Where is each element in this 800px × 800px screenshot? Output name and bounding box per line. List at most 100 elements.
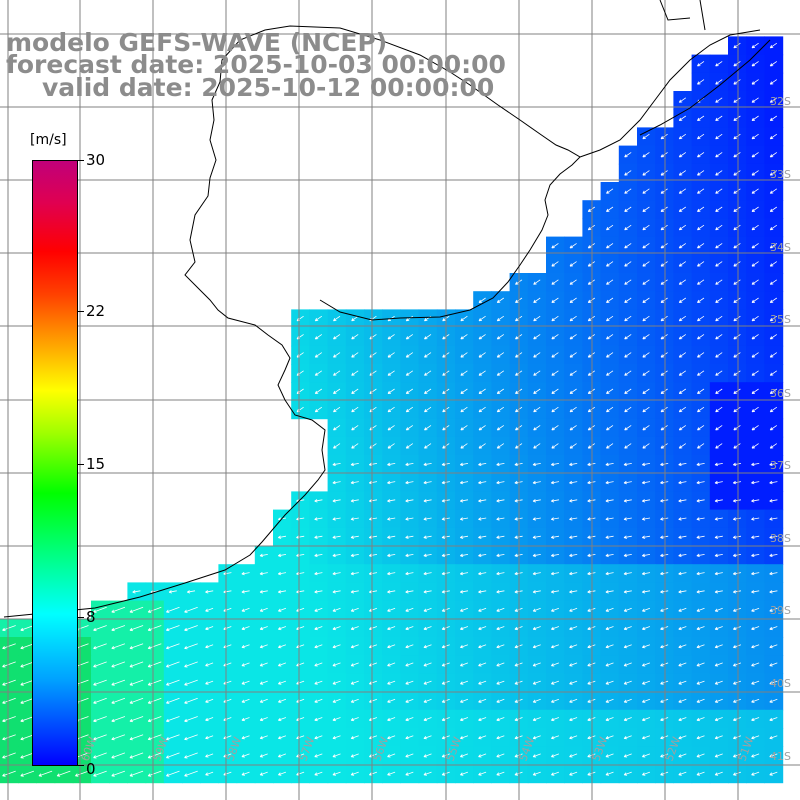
wind-arrow [606, 261, 614, 267]
wind-cell [600, 182, 620, 201]
wind-arrow [696, 480, 705, 485]
wind-arrow [678, 644, 687, 649]
wind-arrow [605, 517, 614, 521]
wind-arrow [350, 753, 359, 758]
wind-arrow [184, 752, 198, 759]
wind-arrow [56, 770, 71, 777]
wind-arrow [624, 388, 632, 394]
wind-arrow [660, 553, 669, 558]
wind-cell [527, 364, 547, 383]
wind-arrow [478, 753, 487, 758]
wind-arrow [350, 517, 359, 521]
wind-arrow [642, 334, 650, 340]
wind-arrow [606, 243, 614, 249]
wind-arrow [715, 425, 723, 431]
wind-arrow [278, 698, 287, 703]
wind-arrow [350, 499, 359, 503]
wind-cell [309, 382, 329, 401]
wind-arrow [769, 188, 778, 194]
wind-arrow [184, 716, 198, 723]
wind-cell [691, 163, 711, 183]
wind-arrow [697, 443, 705, 449]
wind-arrow [569, 662, 578, 667]
wind-arrow [660, 462, 669, 467]
wind-cell [691, 309, 711, 329]
valid-date: valid date: 2025-10-12 00:00:00 [42, 73, 495, 102]
wind-arrow [605, 644, 614, 649]
wind-arrow [678, 115, 687, 121]
wind-cell [709, 91, 729, 110]
wind-cell [637, 218, 656, 238]
wind-arrow [332, 644, 341, 649]
wind-cell [746, 91, 765, 110]
wind-arrow [696, 553, 705, 558]
wind-arrow [697, 224, 705, 231]
wind-arrow [423, 680, 432, 685]
wind-arrow [2, 734, 16, 741]
wind-arrow [751, 370, 759, 376]
wind-arrow [423, 626, 432, 631]
wind-arrow [623, 553, 632, 558]
wind-arrow [696, 753, 705, 758]
wind-cell [309, 309, 329, 329]
wind-arrow [168, 590, 177, 594]
wind-arrow [660, 370, 668, 376]
wind-cell [600, 236, 620, 256]
wind-arrow [405, 443, 414, 449]
wind-arrow [20, 752, 35, 759]
wind-arrow [332, 517, 341, 521]
wind-cell [364, 364, 383, 383]
wind-arrow [733, 698, 742, 703]
wind-arrow [478, 771, 487, 776]
wind-arrow [569, 717, 578, 722]
wind-arrow [496, 406, 505, 413]
wind-arrow [605, 571, 614, 576]
wind-arrow [532, 662, 541, 667]
wind-arrow [733, 662, 742, 667]
wind-arrow [606, 370, 614, 376]
wind-arrow [696, 462, 705, 467]
wind-arrow [660, 224, 668, 231]
wind-arrow [769, 662, 778, 667]
wind-arrow [606, 352, 614, 358]
wind-cell [473, 382, 492, 401]
wind-cell [600, 200, 620, 219]
wind-arrow [459, 462, 469, 467]
wind-arrow [550, 571, 560, 576]
wind-arrow [751, 480, 760, 485]
wind-arrow [350, 553, 359, 558]
wind-cell [600, 218, 620, 238]
wind-arrow [387, 499, 396, 503]
wind-cell [728, 345, 747, 365]
wind-arrow [623, 662, 632, 667]
wind-arrow [660, 388, 668, 394]
wind-cell [546, 309, 565, 329]
wind-arrow [606, 224, 614, 231]
wind-arrow [733, 261, 741, 267]
wind-arrow [715, 206, 723, 212]
wind-arrow [496, 334, 505, 340]
wind-cell [473, 345, 492, 365]
wind-arrow [351, 443, 359, 449]
wind-arrow [678, 717, 687, 722]
wind-arrow [20, 661, 35, 668]
wind-arrow [715, 61, 723, 67]
wind-arrow [751, 553, 760, 558]
wind-arrow [332, 590, 341, 594]
wind-cell [345, 345, 365, 365]
wind-arrow [751, 698, 760, 703]
wind-arrow [478, 425, 486, 431]
wind-arrow [642, 188, 650, 194]
wind-arrow [660, 261, 668, 267]
wind-arrow [551, 425, 559, 431]
wind-arrow [314, 370, 323, 376]
wind-arrow [259, 698, 268, 703]
wind-arrow [678, 626, 687, 631]
wind-arrow [624, 261, 632, 267]
wind-arrow [424, 406, 432, 413]
wind-arrow [769, 279, 778, 285]
wind-cell [673, 273, 693, 292]
wind-arrow [642, 662, 651, 667]
wind-arrow [606, 279, 614, 285]
wind-arrow [569, 571, 578, 576]
